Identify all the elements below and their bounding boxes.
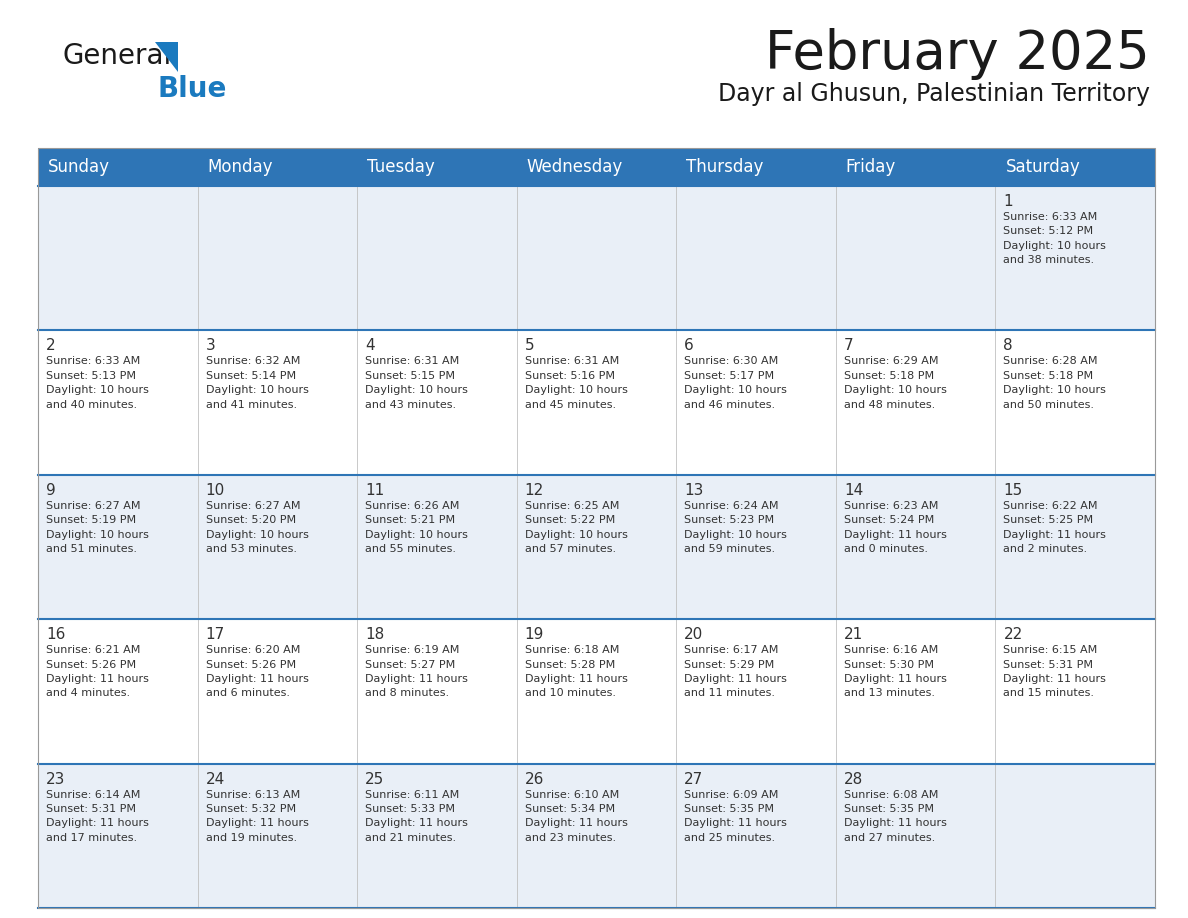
Text: 13: 13 (684, 483, 703, 498)
Bar (38, 148, 1155, 908)
Text: 6: 6 (684, 339, 694, 353)
Text: 11: 11 (365, 483, 385, 498)
Text: 16: 16 (46, 627, 65, 643)
Text: 7: 7 (843, 339, 853, 353)
Bar (38, 620, 1155, 764)
Text: Sunrise: 6:27 AM
Sunset: 5:19 PM
Daylight: 10 hours
and 51 minutes.: Sunrise: 6:27 AM Sunset: 5:19 PM Dayligh… (46, 501, 148, 554)
Bar (38, 330, 1155, 475)
Text: Sunrise: 6:19 AM
Sunset: 5:27 PM
Daylight: 11 hours
and 8 minutes.: Sunrise: 6:19 AM Sunset: 5:27 PM Dayligh… (365, 645, 468, 699)
Text: 2: 2 (46, 339, 56, 353)
Text: Sunrise: 6:22 AM
Sunset: 5:25 PM
Daylight: 11 hours
and 2 minutes.: Sunrise: 6:22 AM Sunset: 5:25 PM Dayligh… (1004, 501, 1106, 554)
Text: Sunrise: 6:15 AM
Sunset: 5:31 PM
Daylight: 11 hours
and 15 minutes.: Sunrise: 6:15 AM Sunset: 5:31 PM Dayligh… (1004, 645, 1106, 699)
Text: Sunrise: 6:33 AM
Sunset: 5:13 PM
Daylight: 10 hours
and 40 minutes.: Sunrise: 6:33 AM Sunset: 5:13 PM Dayligh… (46, 356, 148, 409)
Text: 22: 22 (1004, 627, 1023, 643)
Bar (38, 186, 1155, 330)
Text: Sunrise: 6:08 AM
Sunset: 5:35 PM
Daylight: 11 hours
and 27 minutes.: Sunrise: 6:08 AM Sunset: 5:35 PM Dayligh… (843, 789, 947, 843)
Text: Sunrise: 6:09 AM
Sunset: 5:35 PM
Daylight: 11 hours
and 25 minutes.: Sunrise: 6:09 AM Sunset: 5:35 PM Dayligh… (684, 789, 788, 843)
Text: 28: 28 (843, 772, 864, 787)
Text: Monday: Monday (208, 158, 273, 176)
Text: Blue: Blue (157, 75, 227, 103)
Text: Sunrise: 6:13 AM
Sunset: 5:32 PM
Daylight: 11 hours
and 19 minutes.: Sunrise: 6:13 AM Sunset: 5:32 PM Dayligh… (206, 789, 309, 843)
Text: Sunrise: 6:33 AM
Sunset: 5:12 PM
Daylight: 10 hours
and 38 minutes.: Sunrise: 6:33 AM Sunset: 5:12 PM Dayligh… (1004, 212, 1106, 265)
Text: Dayr al Ghusun, Palestinian Territory: Dayr al Ghusun, Palestinian Territory (718, 82, 1150, 106)
Text: Friday: Friday (846, 158, 896, 176)
Text: Sunrise: 6:20 AM
Sunset: 5:26 PM
Daylight: 11 hours
and 6 minutes.: Sunrise: 6:20 AM Sunset: 5:26 PM Dayligh… (206, 645, 309, 699)
Polygon shape (154, 42, 178, 72)
Text: Sunrise: 6:14 AM
Sunset: 5:31 PM
Daylight: 11 hours
and 17 minutes.: Sunrise: 6:14 AM Sunset: 5:31 PM Dayligh… (46, 789, 148, 843)
Text: 5: 5 (525, 339, 535, 353)
Text: Sunrise: 6:25 AM
Sunset: 5:22 PM
Daylight: 10 hours
and 57 minutes.: Sunrise: 6:25 AM Sunset: 5:22 PM Dayligh… (525, 501, 627, 554)
Text: Tuesday: Tuesday (367, 158, 435, 176)
Text: 19: 19 (525, 627, 544, 643)
Text: 3: 3 (206, 339, 215, 353)
Bar (38, 475, 1155, 620)
Text: Sunrise: 6:21 AM
Sunset: 5:26 PM
Daylight: 11 hours
and 4 minutes.: Sunrise: 6:21 AM Sunset: 5:26 PM Dayligh… (46, 645, 148, 699)
Text: 14: 14 (843, 483, 864, 498)
Bar (38, 764, 1155, 908)
Text: Sunrise: 6:26 AM
Sunset: 5:21 PM
Daylight: 10 hours
and 55 minutes.: Sunrise: 6:26 AM Sunset: 5:21 PM Dayligh… (365, 501, 468, 554)
Text: 12: 12 (525, 483, 544, 498)
Text: Sunrise: 6:32 AM
Sunset: 5:14 PM
Daylight: 10 hours
and 41 minutes.: Sunrise: 6:32 AM Sunset: 5:14 PM Dayligh… (206, 356, 309, 409)
Text: Sunrise: 6:31 AM
Sunset: 5:16 PM
Daylight: 10 hours
and 45 minutes.: Sunrise: 6:31 AM Sunset: 5:16 PM Dayligh… (525, 356, 627, 409)
Text: 1: 1 (1004, 194, 1013, 209)
Text: 8: 8 (1004, 339, 1013, 353)
Text: Sunrise: 6:28 AM
Sunset: 5:18 PM
Daylight: 10 hours
and 50 minutes.: Sunrise: 6:28 AM Sunset: 5:18 PM Dayligh… (1004, 356, 1106, 409)
Text: 24: 24 (206, 772, 225, 787)
Text: 23: 23 (46, 772, 65, 787)
Text: Sunrise: 6:18 AM
Sunset: 5:28 PM
Daylight: 11 hours
and 10 minutes.: Sunrise: 6:18 AM Sunset: 5:28 PM Dayligh… (525, 645, 627, 699)
Text: 9: 9 (46, 483, 56, 498)
Text: Sunrise: 6:10 AM
Sunset: 5:34 PM
Daylight: 11 hours
and 23 minutes.: Sunrise: 6:10 AM Sunset: 5:34 PM Dayligh… (525, 789, 627, 843)
Text: 15: 15 (1004, 483, 1023, 498)
Text: Thursday: Thursday (687, 158, 764, 176)
Bar (38, 148, 1155, 186)
Text: Sunrise: 6:30 AM
Sunset: 5:17 PM
Daylight: 10 hours
and 46 minutes.: Sunrise: 6:30 AM Sunset: 5:17 PM Dayligh… (684, 356, 788, 409)
Text: February 2025: February 2025 (765, 28, 1150, 80)
Text: Wednesday: Wednesday (526, 158, 623, 176)
Text: General: General (62, 42, 171, 70)
Text: Sunrise: 6:29 AM
Sunset: 5:18 PM
Daylight: 10 hours
and 48 minutes.: Sunrise: 6:29 AM Sunset: 5:18 PM Dayligh… (843, 356, 947, 409)
Text: Sunrise: 6:27 AM
Sunset: 5:20 PM
Daylight: 10 hours
and 53 minutes.: Sunrise: 6:27 AM Sunset: 5:20 PM Dayligh… (206, 501, 309, 554)
Text: 25: 25 (365, 772, 385, 787)
Text: 26: 26 (525, 772, 544, 787)
Text: 17: 17 (206, 627, 225, 643)
Text: 10: 10 (206, 483, 225, 498)
Text: 18: 18 (365, 627, 385, 643)
Text: Saturday: Saturday (1005, 158, 1080, 176)
Text: Sunrise: 6:23 AM
Sunset: 5:24 PM
Daylight: 11 hours
and 0 minutes.: Sunrise: 6:23 AM Sunset: 5:24 PM Dayligh… (843, 501, 947, 554)
Text: Sunrise: 6:24 AM
Sunset: 5:23 PM
Daylight: 10 hours
and 59 minutes.: Sunrise: 6:24 AM Sunset: 5:23 PM Dayligh… (684, 501, 788, 554)
Text: Sunrise: 6:17 AM
Sunset: 5:29 PM
Daylight: 11 hours
and 11 minutes.: Sunrise: 6:17 AM Sunset: 5:29 PM Dayligh… (684, 645, 788, 699)
Text: 20: 20 (684, 627, 703, 643)
Text: Sunrise: 6:31 AM
Sunset: 5:15 PM
Daylight: 10 hours
and 43 minutes.: Sunrise: 6:31 AM Sunset: 5:15 PM Dayligh… (365, 356, 468, 409)
Text: Sunrise: 6:16 AM
Sunset: 5:30 PM
Daylight: 11 hours
and 13 minutes.: Sunrise: 6:16 AM Sunset: 5:30 PM Dayligh… (843, 645, 947, 699)
Text: Sunday: Sunday (48, 158, 110, 176)
Text: 27: 27 (684, 772, 703, 787)
Text: Sunrise: 6:11 AM
Sunset: 5:33 PM
Daylight: 11 hours
and 21 minutes.: Sunrise: 6:11 AM Sunset: 5:33 PM Dayligh… (365, 789, 468, 843)
Text: 21: 21 (843, 627, 864, 643)
Text: 4: 4 (365, 339, 374, 353)
